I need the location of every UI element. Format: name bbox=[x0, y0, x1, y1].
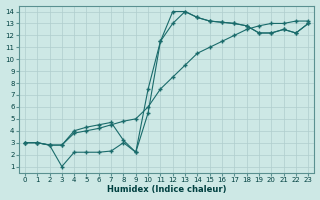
X-axis label: Humidex (Indice chaleur): Humidex (Indice chaleur) bbox=[107, 185, 226, 194]
